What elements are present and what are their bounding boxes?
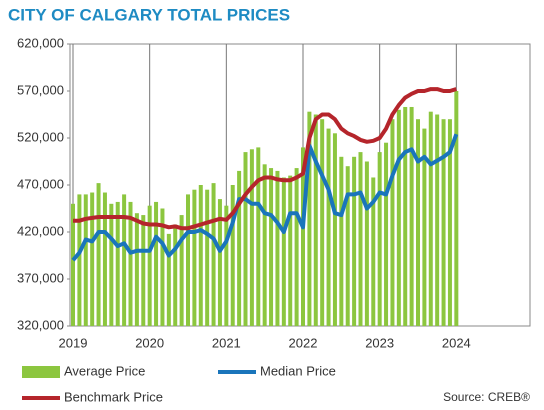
y-tick-label: 570,000 [17, 82, 64, 97]
bar [288, 175, 293, 326]
bar [224, 205, 229, 326]
bar [249, 149, 254, 326]
bar [128, 201, 133, 326]
x-tick-label: 2021 [212, 335, 241, 350]
bar [83, 194, 88, 326]
bar [320, 119, 325, 326]
source: Source: CREB® [443, 390, 530, 404]
bar [441, 119, 446, 326]
bar [403, 106, 408, 326]
bar [192, 189, 197, 326]
x-tick-label: 2020 [135, 335, 164, 350]
bar [102, 192, 107, 326]
bar [262, 164, 267, 326]
legend-label: Average Price [64, 363, 145, 378]
bar [237, 170, 242, 326]
bar [281, 177, 286, 326]
y-tick-label: 370,000 [17, 270, 64, 285]
bar [313, 114, 318, 326]
bar [435, 114, 440, 326]
y-tick-label: 320,000 [17, 317, 64, 332]
bar [205, 189, 210, 326]
bar [339, 156, 344, 326]
bar [115, 201, 120, 326]
bar [396, 109, 401, 326]
bar [90, 192, 95, 326]
bar [332, 133, 337, 326]
bar [364, 161, 369, 326]
y-tick-label: 620,000 [17, 35, 64, 50]
bar [269, 168, 274, 326]
bar [409, 106, 414, 326]
bar [179, 215, 184, 326]
x-tick-label: 2022 [289, 335, 318, 350]
bar [307, 111, 312, 327]
chart-title: CITY OF CALGARY TOTAL PRICES [8, 5, 290, 24]
bar [166, 233, 171, 326]
bar [198, 185, 203, 326]
bar [352, 156, 357, 326]
x-tick-label: 2024 [442, 335, 471, 350]
x-tick-label: 2019 [59, 335, 88, 350]
bar [160, 208, 165, 326]
bar [122, 194, 127, 326]
bar [390, 119, 395, 326]
plot-frame [69, 43, 531, 327]
bar [275, 170, 280, 326]
bar [326, 128, 331, 326]
bar [243, 152, 248, 326]
bar [186, 194, 190, 326]
line [73, 87, 457, 231]
bar [109, 203, 114, 326]
bar [428, 111, 433, 327]
bar [147, 205, 152, 326]
bar [454, 91, 459, 326]
bar [345, 166, 350, 326]
line [71, 133, 459, 262]
bar [77, 194, 82, 326]
y-tick-label: 420,000 [17, 223, 64, 238]
bar [447, 119, 452, 326]
x-tick-label: 2023 [365, 335, 394, 350]
bar [154, 201, 159, 326]
bar [416, 119, 420, 326]
bar [211, 183, 216, 326]
y-tick-label: 520,000 [17, 129, 64, 144]
bar [134, 213, 139, 326]
bar [256, 147, 261, 326]
legend-label: Median Price [260, 363, 336, 378]
bar [377, 152, 382, 326]
legend-label: Benchmark Price [64, 389, 163, 404]
legend-swatch [22, 366, 60, 378]
y-tick-label: 470,000 [17, 176, 64, 191]
bar [173, 224, 178, 326]
bar [301, 147, 305, 326]
bar [384, 142, 389, 326]
bar [358, 152, 363, 326]
bar [141, 215, 146, 326]
bar [96, 183, 101, 326]
bar [217, 199, 222, 326]
bar [422, 128, 427, 326]
bar [371, 177, 376, 326]
bar [294, 168, 299, 326]
bar [71, 203, 75, 326]
bar [230, 185, 235, 326]
